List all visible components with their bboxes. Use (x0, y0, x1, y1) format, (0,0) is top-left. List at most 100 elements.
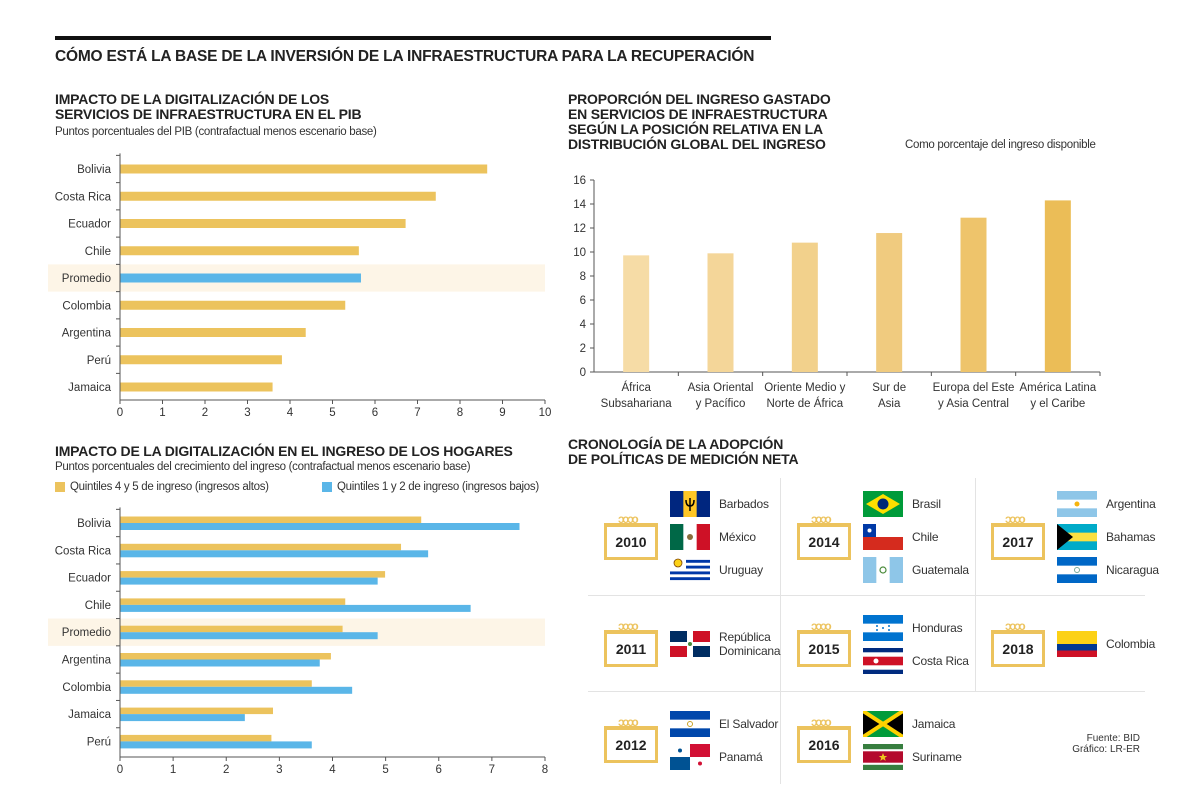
flag-icon-nicaragua (1057, 557, 1097, 584)
flag-icon-barbados (670, 491, 711, 517)
divider (975, 478, 976, 692)
timeline-cell-2014: 2014 ↄↄↄↄ Brasil Chile Guatemala (781, 478, 975, 596)
bar (791, 242, 818, 372)
category-label: Bolivia (77, 164, 111, 176)
bar-low-income (120, 632, 378, 640)
calendar-rings-icon: ↄↄↄↄ (1005, 619, 1026, 633)
bar-high-income (120, 707, 273, 715)
bar-high-income (120, 571, 386, 578)
chart1-gdp-impact: Bolivia Costa Rica Ecuador Chile Promedio Col… (48, 153, 551, 419)
bar (623, 255, 650, 372)
legend-label: Quintiles 4 y 5 de ingreso (ingresos alt… (70, 481, 269, 493)
chart3-subtitle: Como porcentaje del ingreso disponible (905, 139, 1096, 151)
chart2-title: IMPACTO DE LA DIGITALIZACIÓN EN EL INGRE… (55, 443, 513, 459)
x-tick-label: 0 (117, 764, 123, 776)
country-name: Chile (912, 530, 939, 544)
bar-high-income (120, 543, 402, 551)
flag-icon-suriname (863, 743, 903, 770)
year-label: 2012 (615, 737, 647, 753)
country-name: Argentina (1106, 497, 1156, 511)
top-rule (55, 36, 771, 40)
chart1-title-line: IMPACTO DE LA DIGITALIZACIÓN DE LOS (55, 91, 330, 107)
legend-item-high-income: Quintiles 4 y 5 de ingreso (ingresos alt… (55, 481, 269, 493)
bar-low-income (120, 550, 429, 558)
category-label: América Latina (1019, 382, 1096, 394)
timeline-title: CRONOLOGÍA DE LA ADOPCIÓN DE POLÍTICAS D… (568, 437, 799, 467)
x-tick-label: 5 (329, 407, 335, 419)
bar-high-income (120, 653, 331, 660)
timeline-cell-2015: 2015 ↄↄↄↄ Honduras Costa Rica (781, 596, 975, 692)
bar (120, 300, 346, 310)
x-tick-label: 7 (489, 764, 495, 776)
category-label: Sur de (872, 382, 906, 394)
year-label: 2016 (808, 737, 840, 753)
divider (588, 691, 1145, 692)
flag-icon-guatemala (863, 557, 904, 583)
legend-swatch-blue (322, 481, 332, 492)
y-tick-label: 10 (573, 247, 586, 259)
country-name: Nicaragua (1106, 563, 1159, 577)
country-name: Bahamas (1106, 530, 1156, 544)
x-tick-label: 4 (329, 764, 336, 776)
bar (120, 382, 273, 392)
country-name: Colombia (1106, 637, 1156, 651)
chart3-title: PROPORCIÓN DEL INGRESO GASTADO EN SERVIC… (568, 92, 831, 152)
x-tick-label: 3 (276, 764, 282, 776)
flag-icon-uruguay (670, 557, 710, 584)
bar-high-income (120, 516, 422, 523)
calendar-rings-icon: ↄↄↄↄ (811, 715, 832, 729)
category-label: Promedio (62, 273, 111, 285)
category-label: Colombia (62, 682, 111, 694)
category-label: y Pacífico (696, 398, 746, 410)
category-label: Jamaica (68, 709, 111, 721)
year-label: 2010 (615, 534, 647, 550)
calendar-rings-icon: ↄↄↄↄ (1005, 512, 1026, 526)
x-tick-label: 5 (382, 764, 388, 776)
calendar-icon: 2011 (604, 630, 658, 667)
timeline-title-line: DE POLÍTICAS DE MEDICIÓN NETA (568, 451, 799, 467)
bar (120, 273, 361, 283)
divider (780, 478, 781, 784)
flag-icon-costa-rica (863, 647, 903, 674)
timeline-cell-2017: 2017 ↄↄↄↄ Argentina Bahamas Nicaragua (975, 478, 1159, 596)
x-tick-label: 2 (223, 764, 229, 776)
bar-high-income (120, 680, 312, 687)
year-label: 2011 (615, 641, 647, 657)
chart1-title: IMPACTO DE LA DIGITALIZACIÓN DE LOS SERV… (55, 91, 362, 122)
timeline-cell-2016: 2016 ↄↄↄↄ Jamaica Suriname (781, 692, 975, 788)
country-name: Brasil (912, 497, 941, 511)
flag-icon-méxico (670, 524, 711, 550)
country-name: República Dominicana (719, 630, 781, 658)
category-label: África (621, 381, 651, 394)
bar-high-income (120, 598, 346, 605)
category-label: Bolivia (77, 518, 111, 530)
timeline-cell-2018: 2018 ↄↄↄↄ Colombia (975, 596, 1155, 692)
country-name: México (719, 530, 756, 544)
source-text: Fuente: BID (1086, 733, 1140, 744)
chart1-title-line: SERVICIOS DE INFRAESTRUCTURA EN EL PIB (55, 106, 362, 122)
y-tick-label: 2 (580, 343, 586, 355)
flag-icon-bahamas (1057, 524, 1097, 551)
x-tick-label: 7 (414, 407, 420, 419)
category-label: Chile (85, 600, 111, 612)
timeline-cell-2011: 2011 ↄↄↄↄ República Dominicana (588, 596, 781, 692)
bar-low-income (120, 577, 378, 585)
divider (588, 595, 1145, 596)
calendar-icon: 2010 (604, 523, 658, 560)
bar-low-income (120, 714, 245, 722)
category-label: Subsahariana (601, 398, 673, 410)
bar (1044, 200, 1071, 372)
category-label: Argentina (62, 328, 112, 340)
calendar-icon: 2014 (797, 523, 851, 560)
y-tick-label: 8 (580, 271, 586, 283)
year-label: 2018 (1002, 641, 1034, 657)
category-label: Oriente Medio y (764, 382, 845, 394)
x-tick-label: 6 (436, 764, 442, 776)
x-tick-label: 8 (542, 764, 548, 776)
calendar-icon: 2018 (991, 630, 1045, 667)
country-name: Suriname (912, 749, 962, 764)
flag-icon-república-dominicana (670, 631, 710, 657)
y-tick-label: 6 (580, 295, 586, 307)
chart3-title-line: DISTRIBUCIÓN GLOBAL DEL INGRESO (568, 136, 826, 152)
chart3-title-line: SEGÚN LA POSICIÓN RELATIVA EN LA (568, 121, 823, 137)
